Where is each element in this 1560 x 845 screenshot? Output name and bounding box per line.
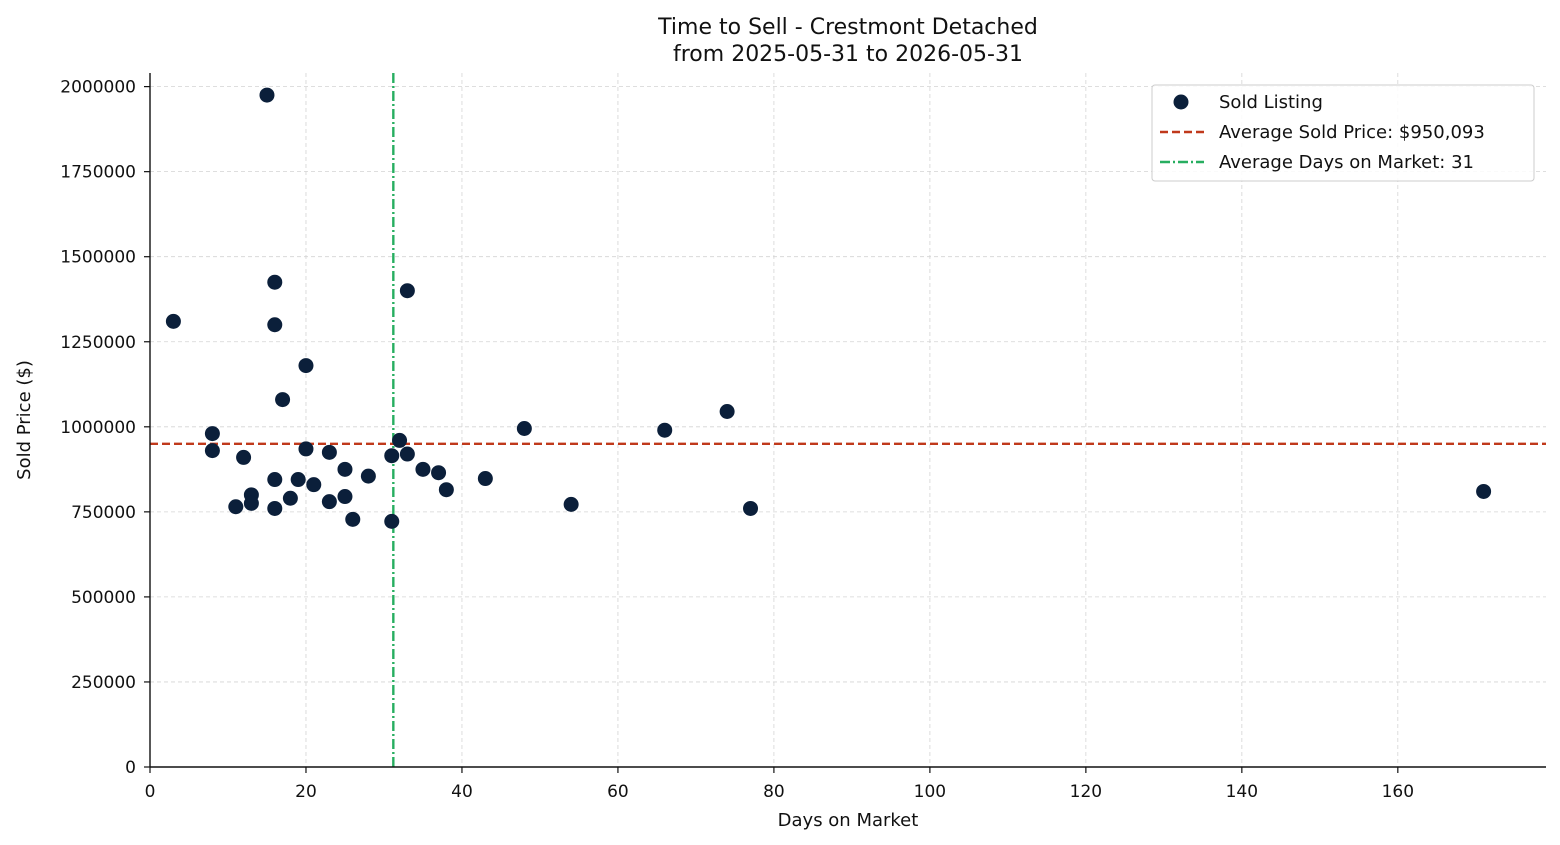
data-point bbox=[477, 471, 493, 487]
data-point bbox=[267, 500, 283, 516]
x-tick-label: 140 bbox=[1226, 782, 1258, 802]
data-point bbox=[321, 494, 337, 510]
data-point bbox=[516, 421, 532, 437]
y-tick-label: 250000 bbox=[71, 673, 136, 693]
data-point bbox=[204, 443, 220, 459]
data-point bbox=[204, 426, 220, 442]
data-point bbox=[415, 461, 431, 477]
y-tick-label: 1750000 bbox=[60, 163, 136, 183]
data-point bbox=[306, 477, 322, 493]
y-tick-label: 0 bbox=[125, 758, 136, 778]
data-point bbox=[392, 432, 408, 448]
data-point bbox=[657, 422, 673, 438]
data-point bbox=[399, 446, 415, 462]
data-point bbox=[282, 490, 298, 506]
data-point bbox=[321, 444, 337, 460]
y-tick-label: 1250000 bbox=[60, 333, 136, 353]
data-point bbox=[298, 358, 314, 374]
data-point bbox=[719, 403, 735, 419]
x-tick-label: 0 bbox=[145, 782, 156, 802]
data-point bbox=[298, 441, 314, 457]
legend-marker-sold-listing bbox=[1173, 94, 1189, 110]
data-point bbox=[243, 495, 259, 511]
x-tick-label: 120 bbox=[1070, 782, 1102, 802]
y-tick-label: 2000000 bbox=[60, 78, 136, 98]
data-point bbox=[438, 482, 454, 498]
data-point bbox=[384, 448, 400, 464]
x-axis-label: Days on Market bbox=[778, 810, 919, 831]
data-point bbox=[337, 461, 353, 477]
chart-subtitle: from 2025-05-31 to 2026-05-31 bbox=[673, 42, 1023, 67]
y-tick-label: 1500000 bbox=[60, 248, 136, 268]
data-point bbox=[384, 513, 400, 529]
data-point bbox=[275, 392, 291, 408]
x-tick-label: 80 bbox=[763, 782, 785, 802]
x-tick-label: 160 bbox=[1382, 782, 1414, 802]
data-point bbox=[399, 283, 415, 299]
data-point bbox=[345, 511, 361, 527]
data-point bbox=[337, 489, 353, 505]
legend: Sold Listing Average Sold Price: $950,09… bbox=[1151, 84, 1535, 182]
x-tick-label: 60 bbox=[607, 782, 629, 802]
data-point bbox=[267, 317, 283, 333]
data-point bbox=[267, 472, 283, 488]
data-point bbox=[743, 500, 759, 516]
reference-lines bbox=[150, 73, 1546, 767]
data-point bbox=[563, 496, 579, 512]
y-axis-ticks: 0 250000 500000 750000 1000000 1250000 1500000… bbox=[60, 78, 150, 778]
legend-label-sold-listing: Sold Listing bbox=[1219, 92, 1323, 113]
x-axis-ticks: 0 20 40 60 80 100 120 140 160 bbox=[145, 767, 1414, 802]
legend-label-avg-price: Average Sold Price: $950,093 bbox=[1219, 122, 1485, 143]
legend-box bbox=[1151, 84, 1535, 182]
data-point bbox=[290, 472, 306, 488]
data-point bbox=[228, 499, 244, 515]
data-point bbox=[1476, 483, 1492, 499]
y-tick-label: 500000 bbox=[71, 588, 136, 608]
x-tick-label: 40 bbox=[451, 782, 473, 802]
data-point bbox=[267, 274, 283, 290]
data-point bbox=[165, 313, 181, 329]
data-point bbox=[360, 468, 376, 484]
data-point bbox=[431, 465, 447, 481]
chart-title: Time to Sell - Crestmont Detached bbox=[657, 15, 1038, 40]
x-tick-label: 20 bbox=[295, 782, 317, 802]
data-point bbox=[259, 87, 275, 103]
data-point bbox=[236, 449, 252, 465]
y-tick-label: 750000 bbox=[71, 503, 136, 523]
data-points bbox=[165, 87, 1492, 529]
legend-label-avg-days: Average Days on Market: 31 bbox=[1219, 152, 1474, 173]
y-tick-label: 1000000 bbox=[60, 418, 136, 438]
y-axis-label: Sold Price ($) bbox=[14, 360, 35, 480]
x-tick-label: 100 bbox=[914, 782, 946, 802]
